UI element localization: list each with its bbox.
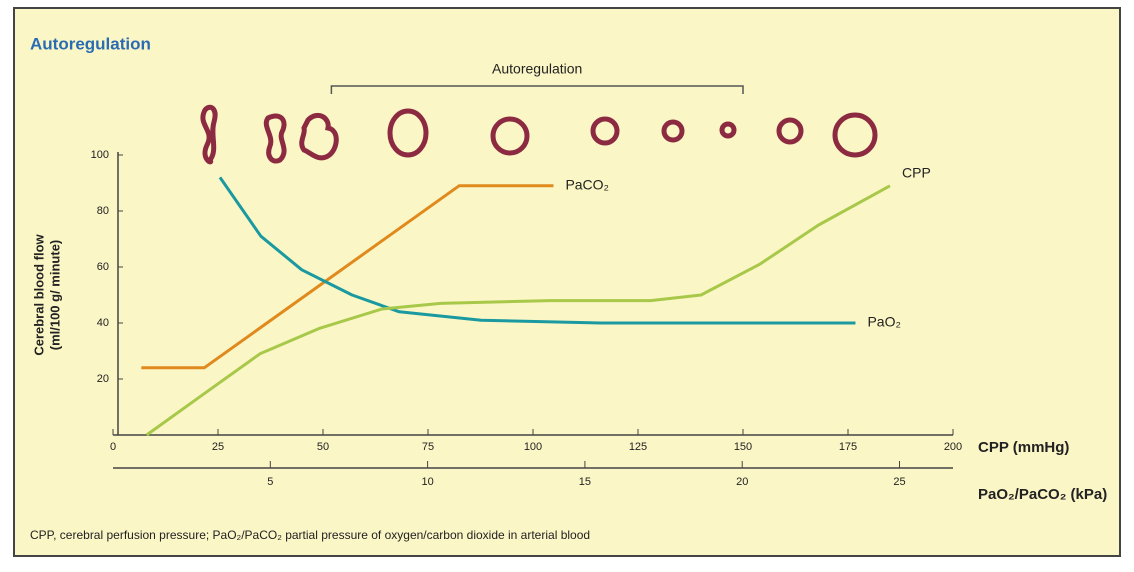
y-tick-label: 40	[97, 317, 109, 329]
y-tick-label: 80	[97, 205, 109, 217]
x-tick-label: 75	[422, 441, 434, 453]
x-tick-label: 0	[110, 441, 116, 453]
x-axis-label: CPP (mmHg)	[978, 439, 1069, 456]
series-label: CPP	[902, 165, 931, 181]
footnote: CPP, cerebral perfusion pressure; PaO₂/P…	[30, 528, 590, 542]
y-tick-label: 100	[91, 149, 109, 161]
series-label: PaCO₂	[565, 177, 609, 193]
x-tick-label: 50	[317, 441, 329, 453]
chart: Autoregulation 20 40 60 80 100 0 25 50 75 100 125 1…	[0, 0, 1134, 567]
x-tick-label: 200	[944, 441, 962, 453]
x-tick-label: 175	[839, 441, 857, 453]
y-axis-label: (ml/100 g/ minute)	[47, 240, 62, 351]
x-tick-label: 100	[524, 441, 542, 453]
x-tick-label: 125	[629, 441, 647, 453]
x2-axis-label: PaO₂/PaCO₂ (kPa)	[978, 486, 1107, 503]
y-tick-label: 60	[97, 261, 109, 273]
chart-title: Autoregulation	[30, 34, 151, 53]
annotation-label: Autoregulation	[492, 61, 582, 77]
x2-tick-label: 5	[267, 476, 273, 488]
series-label: PaO₂	[867, 314, 900, 330]
x-tick-label: 150	[734, 441, 752, 453]
x2-tick-label: 25	[893, 476, 905, 488]
x-tick-label: 25	[212, 441, 224, 453]
x2-tick-label: 20	[736, 476, 748, 488]
y-tick-label: 20	[97, 373, 109, 385]
y-axis-label: Cerebral blood flow	[31, 233, 46, 355]
frame	[14, 8, 1120, 556]
x2-tick-label: 10	[421, 476, 433, 488]
x2-tick-label: 15	[579, 476, 591, 488]
